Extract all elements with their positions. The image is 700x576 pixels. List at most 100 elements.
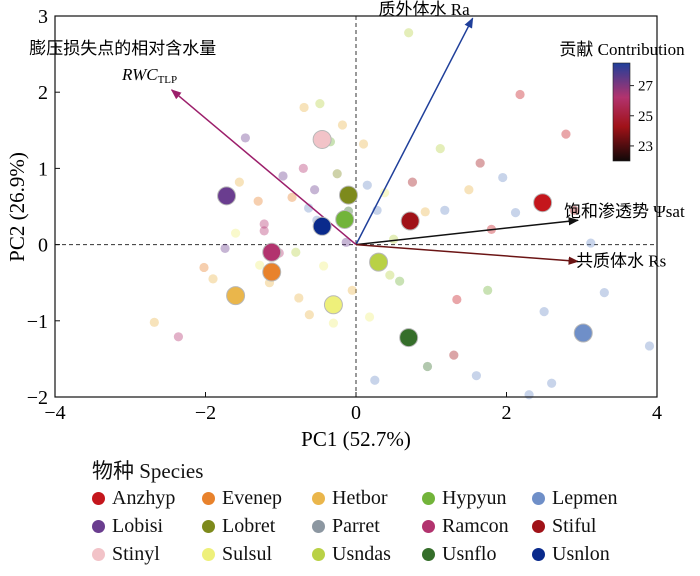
species-centroid-stinyl [312, 129, 332, 149]
legend-swatch [422, 548, 435, 561]
observation-point [291, 247, 301, 257]
observation-point [364, 312, 375, 322]
colorbar-gradient [612, 62, 631, 162]
observation-point [510, 207, 521, 218]
legend-label: Lobisi [112, 515, 164, 537]
legend-label: Stinyl [112, 543, 160, 565]
observation-point [253, 196, 263, 206]
observation-point [385, 270, 395, 280]
observation-point [298, 163, 308, 173]
species-centroid-hypyun [335, 209, 355, 229]
legend-label: Lepmen [552, 487, 618, 509]
vector-label-rwc-sub: RWCTLP [121, 65, 177, 86]
legend-label: Hypyun [442, 487, 507, 509]
y-axis-label: PC2 (26.9%) [5, 152, 29, 262]
biplot-svg: 质外体水 Ra 膨压损失点的相对含水量 RWCTLP 饱和渗透势 Ψsat 共质体水 R… [5, 0, 685, 451]
observation-point [347, 285, 357, 295]
legend-item-stiful: Stiful [532, 514, 642, 539]
observation-point [341, 237, 351, 247]
observation-point [315, 99, 325, 109]
observation-point [599, 288, 609, 298]
observation-point [149, 317, 159, 327]
y-tick-label: −1 [27, 311, 48, 333]
legend-swatch [202, 520, 215, 533]
observation-point [303, 203, 314, 213]
observation-point [304, 310, 314, 320]
observation-point [464, 185, 474, 195]
legend-label: Sulsul [222, 543, 273, 565]
vector-label-rs: 共质体水 Rs [576, 251, 666, 270]
loading-vector [355, 217, 580, 246]
legend-label: Hetbor [332, 487, 388, 509]
x-tick-label: 0 [351, 402, 361, 424]
legend-swatch [422, 492, 435, 505]
observation-point [231, 228, 241, 238]
colorbar: 贡献 Contribution 23 25 27 [559, 40, 685, 162]
observation-point [389, 234, 399, 244]
x-tick-label: −2 [195, 402, 216, 424]
observation-point [586, 238, 596, 248]
observation-point [475, 158, 485, 168]
legend-swatch [532, 492, 545, 505]
legend-label: Anzhyp [112, 487, 176, 509]
observation-point [498, 172, 508, 183]
legend-swatch [92, 548, 105, 561]
observation-point [547, 378, 557, 388]
observation-point [370, 375, 380, 385]
observation-point [569, 205, 579, 215]
legend-item-hypyun: Hypyun [422, 486, 532, 511]
legend-item-ramcon: Ramcon [422, 514, 532, 539]
observation-point [240, 133, 250, 143]
species-centroid-ramcon [262, 242, 282, 262]
species-centroid-stiful [400, 211, 420, 231]
loading-vector [355, 17, 474, 245]
legend-item-usnlon: Usnlon [532, 542, 642, 567]
observation-point [328, 318, 339, 328]
legend-swatch [312, 548, 325, 561]
vector-label-ra: 质外体水 Ra [378, 0, 470, 19]
observation-point [440, 205, 450, 215]
x-tick-label: −4 [44, 402, 65, 424]
species-centroid-evenep [262, 262, 282, 282]
x-tick-label: 4 [652, 402, 662, 424]
legend-swatch [532, 548, 545, 561]
legend-label: Lobret [222, 515, 276, 537]
observation-point [294, 293, 304, 303]
species-centroid-usndas [369, 252, 389, 272]
legend-item-lobisi: Lobisi [92, 514, 202, 539]
y-tick-label: −2 [27, 387, 48, 409]
observation-point [220, 243, 230, 254]
observation-point [644, 341, 655, 351]
observation-point [332, 169, 342, 179]
legend-label: Usndas [332, 543, 391, 565]
observation-point [278, 171, 288, 181]
loading-vector [355, 243, 580, 265]
observation-point [395, 276, 405, 286]
observation-point [452, 294, 462, 305]
observation-point [539, 307, 549, 317]
observation-point [561, 129, 571, 139]
observation-point [234, 177, 244, 187]
observation-point [319, 261, 329, 271]
observation-point [420, 207, 430, 217]
observation-point [524, 390, 534, 400]
observation-point [362, 180, 372, 190]
observation-point [449, 350, 459, 360]
colorbar-title: 贡献 Contribution [559, 40, 685, 59]
observation-point [259, 219, 269, 229]
legend-item-lepmen: Lepmen [532, 486, 642, 511]
observation-point [435, 143, 445, 154]
observation-point [407, 177, 418, 187]
species-centroid-lepmen [573, 323, 593, 343]
species-legend: 物种 Species Anzhyp Evenep Hetbor Hypyun Lepme… [92, 456, 692, 567]
observation-point [422, 361, 433, 372]
legend-swatch [532, 520, 545, 533]
y-tick-label: 2 [38, 82, 48, 104]
legend-item-parret: Parret [312, 514, 422, 539]
legend-label: Ramcon [442, 515, 509, 537]
legend-swatch [422, 520, 435, 533]
vector-label-rwc: 膨压损失点的相对含水量 [29, 39, 216, 58]
vector-label-psat: 饱和渗透势 Ψsat [564, 202, 685, 221]
